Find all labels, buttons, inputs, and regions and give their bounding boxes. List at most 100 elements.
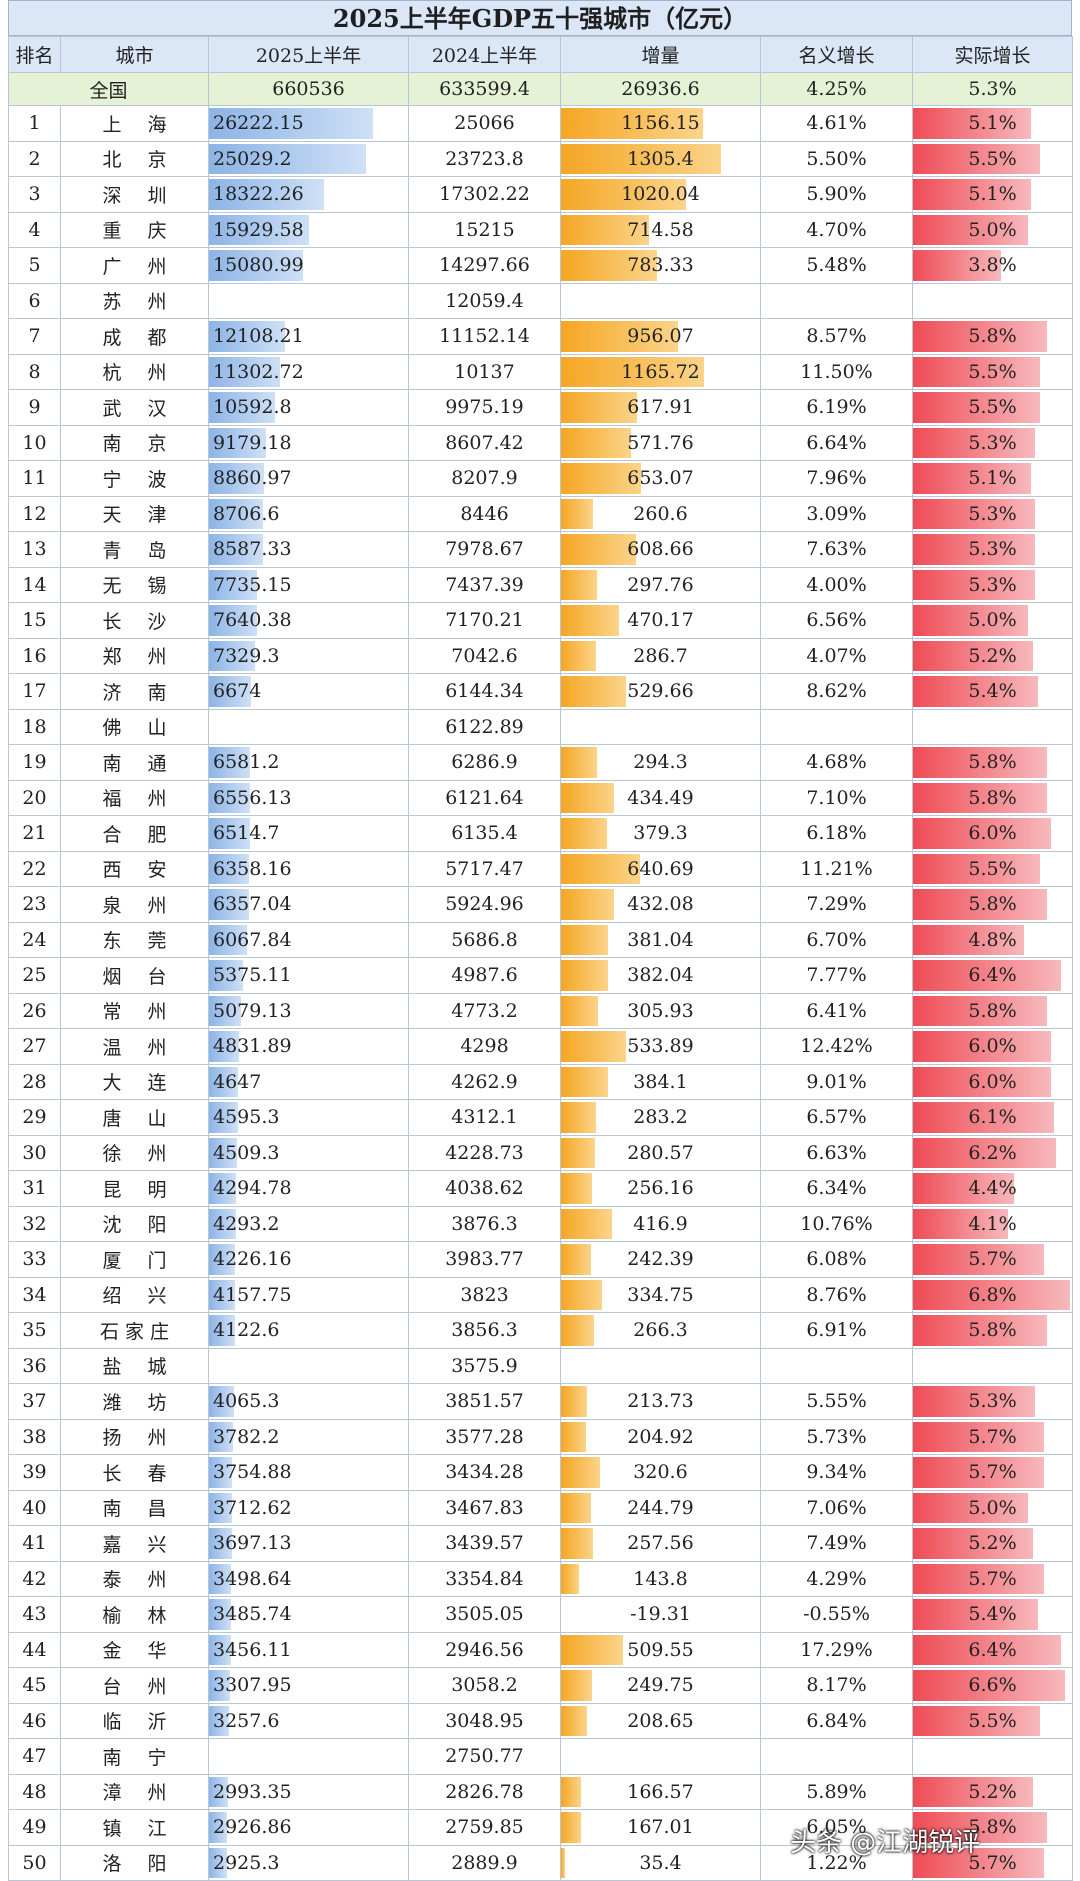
gdp-2024h1-value: 7437.39 [445, 573, 524, 596]
gdp-2025h1-value: 7735.15 [213, 573, 292, 596]
cell-rank: 39 [8, 1454, 61, 1491]
table-row: 44 金华 3456.11 2946.56 509.55 17.29% 6.4% [8, 1631, 1073, 1668]
gdp-2025h1-bar [209, 782, 250, 813]
city-value: 南宁 [102, 1746, 193, 1769]
city-value: 洛阳 [102, 1853, 193, 1876]
gdp-2025h1-bar [209, 1137, 238, 1168]
rank-value: 36 [22, 1354, 47, 1377]
gdp-2025h1-value: 4831.89 [213, 1035, 292, 1058]
real-growth-value: 5.1% [968, 183, 1017, 206]
cell-real-growth: 6.6% [912, 1667, 1073, 1704]
gdp-2025h1-value: 5375.11 [213, 964, 292, 987]
real-growth-value: 6.4% [968, 964, 1017, 987]
real-growth-value: 4.8% [968, 928, 1017, 951]
cell-real-growth: 5.8% [912, 992, 1073, 1029]
cell-rank: 41 [8, 1525, 61, 1562]
cell-nominal-growth: 9.34% [760, 1454, 913, 1491]
real-growth-bar [913, 498, 1036, 529]
cell-city: 沈阳 [60, 1205, 209, 1242]
real-growth-bar [913, 1670, 1066, 1701]
nominal-growth-value: 12.42% [800, 1035, 873, 1058]
cell-increase: 213.73 [560, 1383, 761, 1420]
cell-real-growth: 5.5% [912, 389, 1073, 426]
cell-city: 金华 [60, 1631, 209, 1668]
cell-gdp-2025h1: 6556.13 [208, 779, 409, 816]
cell-rank: 5 [8, 247, 61, 284]
cell-real-growth: 5.5% [912, 353, 1073, 390]
increase-value: 260.6 [633, 502, 688, 525]
gdp-2025h1-value: 5079.13 [213, 999, 292, 1022]
gdp-2025h1-value: 4647 [213, 1070, 262, 1093]
cell-real-growth: 4.4% [912, 1170, 1073, 1207]
real-growth-bar [913, 108, 1031, 139]
table-row: 17 济南 6674 6144.34 529.66 8.62% 5.4% [8, 673, 1073, 710]
real-growth-bar [913, 605, 1029, 636]
cell-city: 东莞 [60, 921, 209, 958]
nominal-growth-value: 6.18% [806, 822, 867, 845]
cell-gdp-2025h1: 6514.7 [208, 815, 409, 852]
nominal-growth-value: 6.63% [806, 1141, 867, 1164]
cell-nominal-growth: 7.77% [760, 957, 913, 994]
table-row: 16 郑州 7329.3 7042.6 286.7 4.07% 5.2% [8, 637, 1073, 674]
cell-gdp-2024h1: 17302.22 [408, 176, 561, 213]
cell-rank: 42 [8, 1560, 61, 1597]
cell-rank: 3 [8, 176, 61, 213]
nominal-growth-value: 6.41% [806, 999, 867, 1022]
real-growth-value: 5.1% [968, 467, 1017, 490]
nominal-growth-value: 5.55% [806, 1390, 867, 1413]
cell-real-growth: 5.4% [912, 673, 1073, 710]
watermark: 头条 @江湖锐评 [790, 1828, 981, 1858]
table-row: 14 无锡 7735.15 7437.39 297.76 4.00% 5.3% [8, 566, 1073, 603]
cell-city: 西安 [60, 850, 209, 887]
page-title: 2025上半年GDP五十强城市（亿元） [8, 0, 1072, 36]
nominal-growth-value: 7.06% [806, 1496, 867, 1519]
cell-increase: 294.3 [560, 744, 761, 781]
increase-value: 286.7 [633, 644, 688, 667]
increase-bar [561, 1102, 596, 1133]
increase-bar [561, 1208, 613, 1239]
increase-value: 529.66 [627, 680, 694, 703]
increase-bar [561, 1173, 593, 1204]
table-row: 46 临沂 3257.6 3048.95 208.65 6.84% 5.5% [8, 1702, 1073, 1739]
gdp-2024h1-value: 5686.8 [451, 928, 518, 951]
rank-value: 45 [22, 1674, 47, 1697]
cell-nominal-growth: 5.73% [760, 1418, 913, 1455]
city-value: 广州 [102, 255, 193, 278]
cell-gdp-2025h1: 3485.74 [208, 1596, 409, 1633]
gdp-2024h1-value: 3577.28 [445, 1425, 524, 1448]
table-row: 18 佛山 6122.89 [8, 708, 1073, 745]
cell-rank: 50 [8, 1844, 61, 1881]
total-increase: 26936.6 [560, 72, 761, 106]
gdp-2025h1-bar [209, 818, 250, 849]
cell-gdp-2025h1: 25029.2 [208, 140, 409, 177]
increase-value: 266.3 [633, 1319, 688, 1342]
increase-value: 1305.4 [627, 147, 694, 170]
gdp-2025h1-value: 6357.04 [213, 893, 292, 916]
cell-real-growth: 5.1% [912, 105, 1073, 142]
city-value: 烟台 [102, 965, 193, 988]
increase-bar [561, 1386, 588, 1417]
rank-value: 17 [22, 680, 47, 703]
increase-value: 249.75 [627, 1674, 694, 1697]
cell-increase: 653.07 [560, 460, 761, 497]
cell-gdp-2024h1: 3823 [408, 1276, 561, 1313]
cell-nominal-growth [760, 1347, 913, 1384]
cell-real-growth: 5.7% [912, 1560, 1073, 1597]
gdp-2025h1-value: 6674 [213, 680, 262, 703]
gdp-2025h1-bar [209, 1102, 238, 1133]
cell-rank: 46 [8, 1702, 61, 1739]
rank-value: 2 [28, 147, 41, 170]
real-growth-value: 5.4% [968, 680, 1017, 703]
gdp-2024h1-value: 3856.3 [451, 1319, 518, 1342]
cell-gdp-2025h1: 4226.16 [208, 1241, 409, 1278]
cell-gdp-2024h1: 2750.77 [408, 1738, 561, 1775]
cell-gdp-2024h1: 5924.96 [408, 886, 561, 923]
increase-value: 653.07 [627, 467, 694, 490]
cell-increase: 379.3 [560, 815, 761, 852]
cell-gdp-2024h1: 3575.9 [408, 1347, 561, 1384]
increase-bar [561, 747, 598, 778]
cell-gdp-2024h1: 12059.4 [408, 282, 561, 319]
cell-nominal-growth: 6.70% [760, 921, 913, 958]
cell-nominal-growth: 6.57% [760, 1099, 913, 1136]
real-growth-bar [913, 321, 1047, 352]
